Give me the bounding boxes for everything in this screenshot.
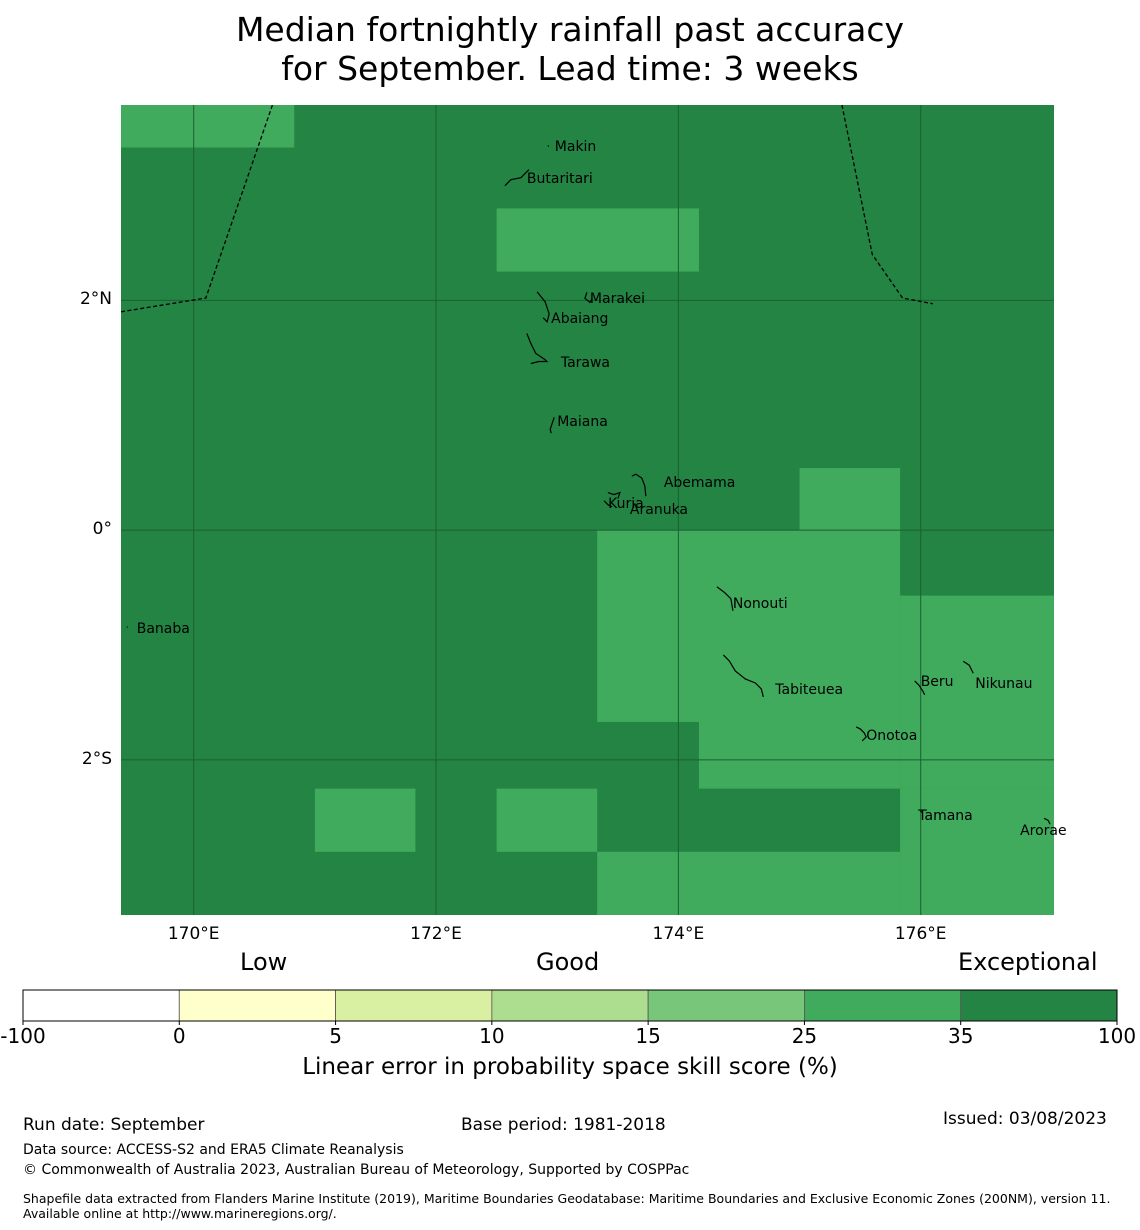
island-label: Butaritari — [526, 170, 593, 187]
x-tick-label: 174°E — [652, 924, 705, 944]
colorbar-tick-label: 15 — [635, 1024, 661, 1048]
shapefile-credit: Shapefile data extracted from Flanders M… — [23, 1191, 1111, 1221]
colorbar-title: Linear error in probability space skill … — [302, 1054, 838, 1080]
skill-cell-8 — [900, 788, 1054, 915]
island-label: Aranuka — [629, 501, 689, 518]
colorbar-category-low: Low — [240, 948, 288, 976]
skill-cell-1 — [496, 208, 699, 272]
x-tick-label: 176°E — [894, 924, 947, 944]
data-source: Data source: ACCESS-S2 and ERA5 Climate … — [23, 1142, 404, 1158]
island-outline-kuria — [603, 500, 613, 508]
colorbar-segment-1 — [178, 989, 336, 1022]
skill-cell-7 — [496, 788, 598, 852]
y-tick-label: 2°S — [81, 748, 112, 769]
island-label: Tabiteuea — [775, 681, 844, 698]
island-outline-makin — [547, 145, 550, 147]
island-label: Makin — [554, 138, 597, 155]
y-tick-label: 2°N — [79, 289, 112, 310]
skill-cell-9 — [597, 851, 901, 915]
island-outline-marakei — [584, 292, 593, 304]
skill-cell-4 — [900, 595, 1054, 789]
colorbar-segment-6 — [960, 989, 1118, 1022]
colorbar-tick-label: 10 — [479, 1024, 505, 1048]
island-outline-arorae — [1043, 817, 1051, 825]
colorbar-category-exceptional: Exceptional — [958, 948, 1098, 976]
eez-boundary-0 — [120, 104, 274, 313]
title-line-1: Median fortnightly rainfall past accurac… — [235, 10, 905, 49]
copyright: © Commonwealth of Australia 2023, Austra… — [23, 1162, 690, 1178]
colorbar-category-good: Good — [536, 948, 600, 976]
island-outline-abaiang — [536, 291, 550, 324]
island-label: Tamana — [918, 808, 973, 825]
island-outline-abemama — [631, 473, 647, 497]
colorbar-segment-5 — [804, 989, 962, 1022]
island-outline-maiana — [549, 417, 555, 434]
island-outline-nikunau — [962, 660, 974, 674]
island-label: Maiana — [557, 414, 608, 431]
eez-boundary-1 — [841, 104, 933, 305]
colorbar-tick-label: 5 — [329, 1024, 342, 1048]
island-outline-tarawa — [526, 333, 549, 365]
island-label: Arorae — [1020, 823, 1067, 840]
island-label: Marakei — [589, 291, 646, 308]
colorbar-tick-label: 100 — [1097, 1024, 1137, 1048]
skill-cell-2 — [799, 468, 901, 531]
island-outline-tamana — [920, 810, 923, 813]
chart-title: Median fortnightly rainfall past accurac… — [0, 10, 1140, 88]
colorbar-segment-3 — [491, 989, 649, 1022]
island-label: Kuria — [608, 495, 644, 512]
island-outline-butaritari — [504, 169, 530, 187]
skill-cell-6 — [314, 788, 416, 852]
island-label: Tarawa — [560, 354, 611, 371]
colorbar-tick-label: 25 — [791, 1024, 818, 1048]
island-outline-beru — [914, 680, 926, 696]
island-label: Beru — [920, 673, 954, 690]
y-tick-label: 0° — [92, 519, 112, 540]
title-line-2: for September. Lead time: 3 weeks — [281, 49, 859, 88]
colorbar-frame — [22, 989, 1118, 1022]
colorbar-tick-label: 0 — [172, 1024, 186, 1048]
island-outline-tabiteuea — [722, 654, 764, 698]
issued-date: Issued: 03/08/2023 — [943, 1109, 1107, 1129]
skill-cell-5 — [698, 721, 901, 789]
island-label: Nikunau — [975, 676, 1033, 693]
island-label: Abaiang — [551, 310, 609, 327]
island-label: Banaba — [136, 621, 190, 638]
island-outline-onotoa — [855, 726, 867, 742]
colorbar-segment-0 — [22, 989, 180, 1022]
skill-cell-3 — [597, 530, 901, 722]
colorbar-tick-label: 35 — [947, 1024, 974, 1048]
run-date: Run date: September — [23, 1115, 205, 1135]
base-period: Base period: 1981-2018 — [461, 1115, 666, 1135]
island-label: Abemama — [663, 475, 736, 492]
x-tick-label: 172°E — [410, 924, 462, 944]
island-outline-aranuka — [607, 491, 621, 499]
skill-cell-0 — [121, 105, 295, 148]
island-outline-nonouti — [716, 586, 734, 611]
island-label: Onotoa — [866, 727, 918, 744]
colorbar-tick-label: -100 — [0, 1024, 46, 1048]
colorbar-segment-4 — [647, 989, 805, 1022]
x-tick-label: 170°E — [167, 924, 220, 944]
colorbar-segment-2 — [335, 989, 493, 1022]
island-label: Nonouti — [732, 595, 788, 612]
